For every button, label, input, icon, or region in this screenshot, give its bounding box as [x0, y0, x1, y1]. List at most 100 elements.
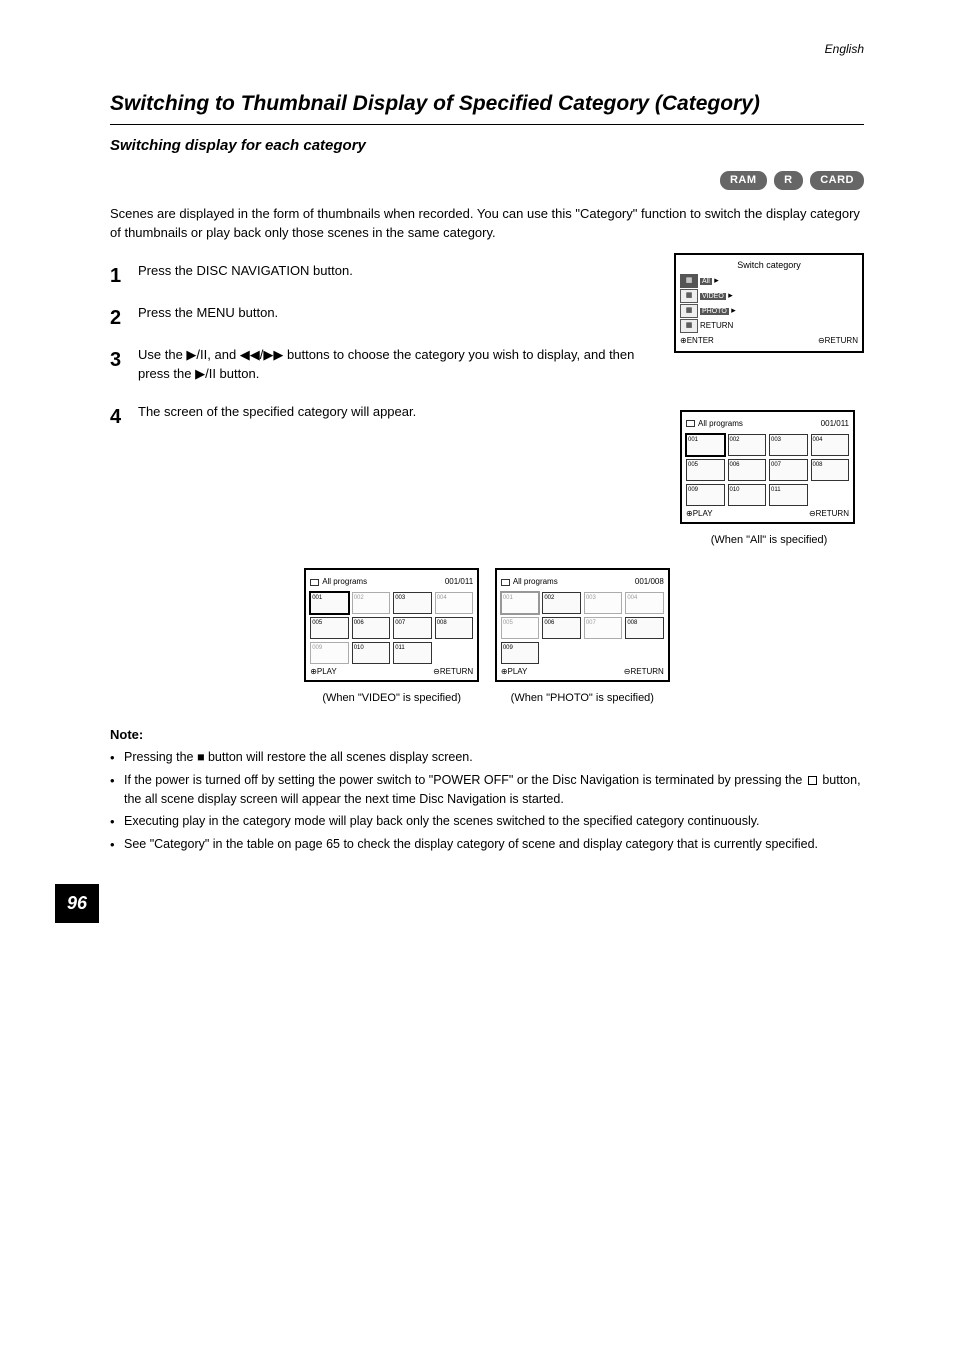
- thumb-footer-return: ⊖RETURN: [624, 666, 664, 678]
- thumbnail: 005: [686, 459, 725, 481]
- note-item: See "Category" in the table on page 65 t…: [110, 835, 864, 854]
- thumb-range: 001/008: [635, 576, 664, 588]
- thumb-range: 001/011: [821, 418, 849, 430]
- thumb-footer-return: ⊖RETURN: [809, 508, 849, 520]
- step-text: The screen of the specified category wil…: [138, 402, 654, 422]
- thumb-footer-return: ⊖RETURN: [433, 666, 473, 678]
- menu-figure-title: Switch category: [680, 259, 858, 273]
- thumbnail: 006: [542, 617, 581, 639]
- step-text: Press the DISC NAVIGATION button.: [138, 261, 654, 291]
- thumb-footer: ⊕PLAY ⊖RETURN: [501, 666, 664, 678]
- chevron-right-icon: ▸: [712, 275, 719, 285]
- menu-item-label: All ▸: [700, 274, 858, 288]
- menu-footer-enter: ⊕ENTER: [680, 335, 714, 347]
- thumbnail: 009: [310, 642, 349, 664]
- notes-heading: Note:: [110, 725, 864, 745]
- thumbnail: 002: [352, 592, 391, 614]
- thumbnail: 009: [686, 484, 725, 506]
- thumb-caption: All programs: [698, 418, 743, 430]
- page-number: 96: [55, 884, 99, 923]
- thumbnail-figure-photo: All programs001/008001002003004005006007…: [495, 568, 670, 682]
- menu-item-label: RETURN: [700, 320, 858, 332]
- badge-r: R: [774, 171, 802, 190]
- notes-list: Pressing the ■ button will restore the a…: [110, 748, 864, 854]
- thumb-header: All programs 001/008: [501, 576, 664, 588]
- thumbnail: 006: [352, 617, 391, 639]
- page-top-ref: English: [110, 40, 864, 58]
- step-number: 1: [110, 261, 138, 291]
- grid-icon: [501, 579, 510, 586]
- menu-item: ▦PHOTO ▸: [680, 304, 858, 318]
- thumb-caption: All programs: [322, 576, 367, 588]
- figure-caption: (When "VIDEO" is specified): [298, 690, 485, 707]
- thumbnail: 007: [393, 617, 432, 639]
- thumb-grid: 001002003004005006007008009010011: [686, 434, 849, 506]
- thumbnail: 008: [625, 617, 664, 639]
- thumbnail: 002: [542, 592, 581, 614]
- thumbnail: 008: [435, 617, 474, 639]
- step-text: Press the MENU button.: [138, 303, 654, 333]
- step-number: 4: [110, 402, 138, 549]
- thumbnail-figure-video: All programs 001/011 001002003004 005006007…: [304, 568, 479, 682]
- thumbnail: 005: [310, 617, 349, 639]
- thumb-header: All programs 001/011: [310, 576, 473, 588]
- menu-item: ▦VIDEO ▸: [680, 289, 858, 303]
- section-subtitle: Switching display for each category: [110, 135, 864, 158]
- thumb-footer-play: ⊕PLAY: [501, 666, 528, 678]
- chevron-right-icon: ▸: [726, 290, 733, 300]
- menu-item-label: PHOTO ▸: [700, 304, 858, 318]
- thumbnail: 004: [435, 592, 474, 614]
- menu-item: ▦RETURN: [680, 319, 858, 333]
- thumb-footer-play: ⊕PLAY: [310, 666, 337, 678]
- thumbnail: 006: [728, 459, 767, 481]
- thumb-grid: 001002003004 005006007008 009010011: [310, 592, 473, 664]
- lower-figures: All programs001/011001002003004005006007…: [110, 560, 864, 707]
- badge-ram: RAM: [720, 171, 767, 190]
- thumbnail-figure-all: All programs001/011001002003004005006007…: [680, 410, 855, 524]
- thumbnail: 011: [393, 642, 432, 664]
- thumbnail: 003: [769, 434, 808, 456]
- thumbnail: 008: [811, 459, 850, 481]
- menu-item-icon: ▦: [680, 289, 698, 303]
- chevron-right-icon: ▸: [729, 305, 736, 315]
- step-number: 3: [110, 345, 138, 384]
- section-title: Switching to Thumbnail Display of Specif…: [110, 88, 864, 120]
- menu-item-label: VIDEO ▸: [700, 289, 858, 303]
- thumbnail: 011: [769, 484, 808, 506]
- thumb-range: 001/011: [445, 576, 473, 588]
- figure-caption: (When "PHOTO" is specified): [489, 690, 676, 707]
- note-item: Pressing the ■ button will restore the a…: [110, 748, 864, 767]
- thumbnail: 003: [393, 592, 432, 614]
- thumbnail: 009: [501, 642, 540, 664]
- menu-item-icon: ▦: [680, 274, 698, 288]
- thumb-header: All programs 001/011: [686, 418, 849, 430]
- thumbnail: 005: [501, 617, 540, 639]
- menu-item-icon: ▦: [680, 304, 698, 318]
- step-text: Use the ▶/II, and ◀◀/▶▶ buttons to choos…: [138, 345, 654, 384]
- thumbnail: 001: [501, 592, 540, 614]
- figure-caption: (When "All" is specified): [674, 532, 864, 549]
- menu-figure: Switch category ▦All ▸▦VIDEO ▸▦PHOTO ▸▦R…: [674, 253, 864, 354]
- thumbnail: 010: [352, 642, 391, 664]
- badge-card: CARD: [810, 171, 864, 190]
- grid-icon: [686, 420, 695, 427]
- thumb-grid: 001002003004005006007008009: [501, 592, 664, 664]
- thumbnail: 004: [811, 434, 850, 456]
- thumbnail: 003: [584, 592, 623, 614]
- thumb-footer: ⊕PLAY ⊖RETURN: [310, 666, 473, 678]
- menu-item: ▦All ▸: [680, 274, 858, 288]
- thumbnail: 010: [728, 484, 767, 506]
- thumb-footer: ⊕PLAY ⊖RETURN: [686, 508, 849, 520]
- thumbnail: 007: [584, 617, 623, 639]
- media-badges: RAM R CARD: [110, 169, 864, 190]
- step-number: 2: [110, 303, 138, 333]
- thumbnail: 007: [769, 459, 808, 481]
- note-item: If the power is turned off by setting th…: [110, 771, 864, 809]
- thumb-caption: All programs: [513, 576, 558, 588]
- thumb-footer-play: ⊕PLAY: [686, 508, 713, 520]
- stop-icon: [808, 776, 817, 785]
- menu-footer-return: ⊖RETURN: [818, 335, 858, 347]
- divider: [110, 124, 864, 125]
- thumbnail: 001: [310, 592, 349, 614]
- menu-item-icon: ▦: [680, 319, 698, 333]
